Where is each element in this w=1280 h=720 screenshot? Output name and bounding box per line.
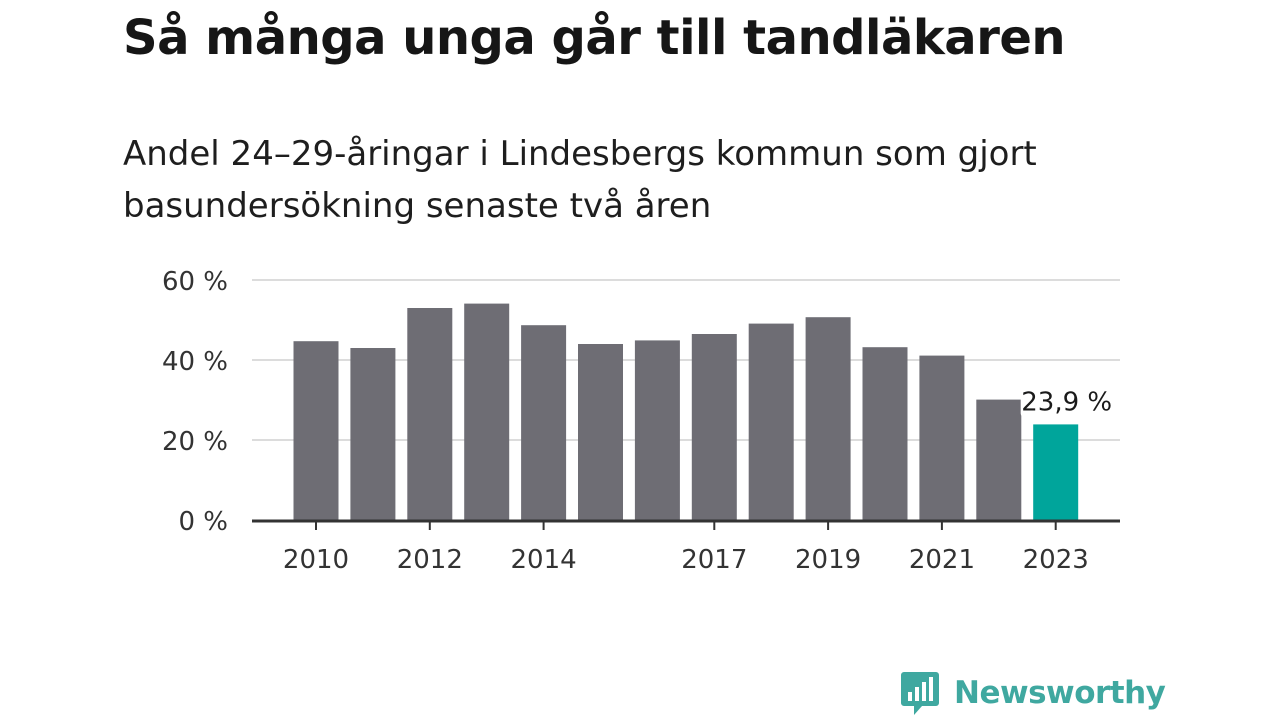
bar-2018: [748, 323, 794, 520]
x-tick-label: 2023: [1023, 545, 1089, 575]
newsworthy-logo: Newsworthy: [900, 670, 1166, 716]
chart-title: Så många unga går till tandläkaren: [123, 10, 1066, 66]
bar-2014: [521, 325, 567, 520]
x-tick-label: 2012: [397, 545, 463, 575]
value-label-background: [1020, 385, 1113, 418]
chart-subtitle: Andel 24–29-åringar i Lindesbergs kommun…: [123, 134, 1037, 226]
y-tick-label: 40 %: [162, 347, 228, 377]
x-tick-label: 2017: [681, 545, 747, 575]
bar-2016: [634, 340, 680, 520]
gridlines: [252, 279, 1120, 441]
y-axis-tick-labels: 0 % 20 % 40 % 60 %: [162, 267, 228, 537]
bar-2019: [805, 317, 851, 520]
bar-2011: [350, 348, 396, 520]
bar-2023: [1033, 424, 1079, 520]
bar-2021: [919, 355, 965, 520]
y-tick-label: 60 %: [162, 267, 228, 297]
value-label: 23,9 %: [1021, 387, 1112, 417]
brand-name: Newsworthy: [954, 675, 1166, 711]
bar-2020: [862, 347, 908, 520]
x-tick-label: 2021: [909, 545, 975, 575]
bar-2022: [976, 399, 1022, 520]
bar-2010: [293, 341, 339, 520]
x-tick-label: 2019: [795, 545, 861, 575]
bar-chart: 0 % 20 % 40 % 60 % 2010 2012 2014 2017 2019 2021…: [162, 267, 1120, 575]
bar-chart-speech-bubble-icon: [901, 672, 939, 715]
annotations: 23,9 %: [1020, 385, 1113, 418]
x-tick-label: 2014: [511, 545, 577, 575]
y-tick-label: 0 %: [178, 507, 228, 537]
bar-2015: [578, 344, 623, 520]
x-tick-label: 2010: [283, 545, 349, 575]
bar-2012: [407, 308, 453, 520]
y-tick-label: 20 %: [162, 427, 228, 457]
bar-2017: [691, 334, 737, 520]
bar-2013: [464, 303, 510, 520]
bars: [293, 303, 1079, 520]
x-axis-ticks: 2010 2012 2014 2017 2019 2021 2023: [283, 520, 1089, 575]
